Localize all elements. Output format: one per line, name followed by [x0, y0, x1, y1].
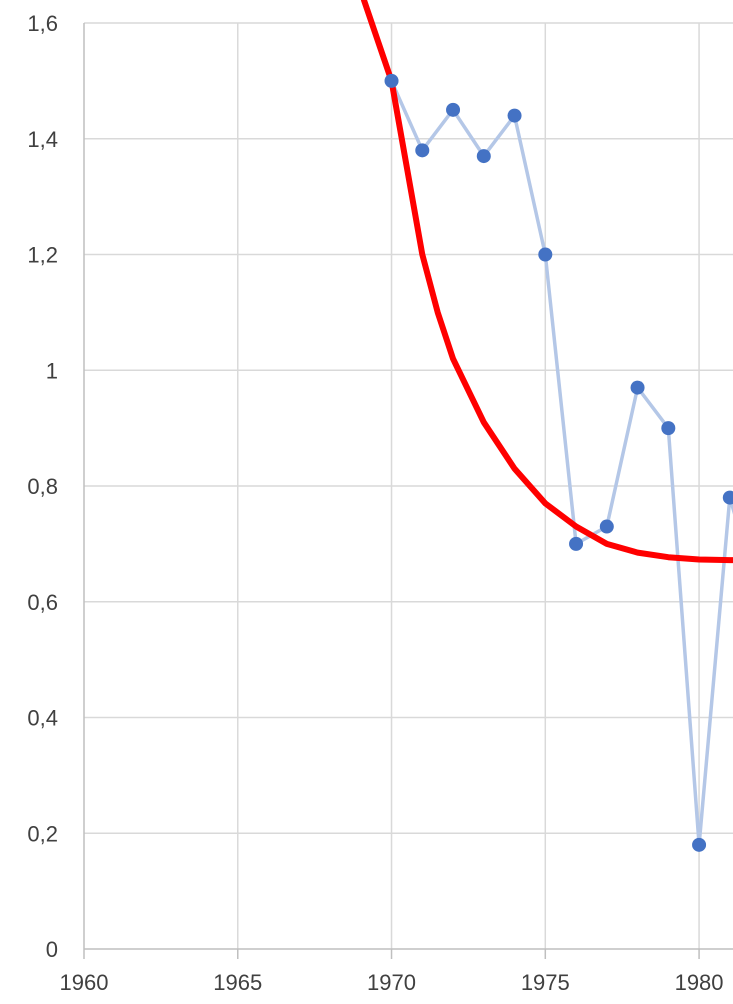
x-tick-label: 1965	[213, 970, 262, 995]
y-tick-labels: 0 0,2 0,4 0,6 0,8 1 1,2 1,4 1,6	[27, 11, 58, 962]
grid-lines	[84, 22, 733, 949]
data-point	[661, 421, 676, 436]
data-point	[538, 247, 553, 262]
x-tick-label: 1970	[367, 970, 416, 995]
data-point	[692, 837, 707, 852]
data-point	[599, 519, 614, 534]
data-point	[722, 490, 733, 505]
x-tick-label: 1960	[60, 970, 109, 995]
data-series-line	[389, 80, 733, 847]
y-tick-label: 1,6	[27, 11, 58, 36]
y-tick-label: 0,6	[27, 590, 58, 615]
data-point	[507, 108, 522, 123]
data-point	[415, 143, 430, 158]
data-point	[476, 149, 491, 164]
x-axis	[83, 23, 733, 959]
y-tick-label: 1,4	[27, 127, 58, 152]
x-tick-label: 1980	[675, 970, 724, 995]
data-point	[384, 73, 399, 88]
data-point	[446, 102, 461, 117]
y-tick-label: 0	[46, 937, 58, 962]
y-tick-label: 0,8	[27, 474, 58, 499]
trend-curve	[360, 0, 733, 564]
y-tick-label: 0,4	[27, 706, 58, 731]
data-point	[569, 536, 584, 551]
y-tick-label: 0,2	[27, 821, 58, 846]
data-point	[630, 380, 645, 395]
x-tick-label: 1975	[521, 970, 570, 995]
series-group	[360, 0, 733, 852]
y-tick-label: 1,2	[27, 243, 58, 268]
y-tick-label: 1	[46, 358, 58, 383]
x-tick-labels: 1960 1965 1970 1975 1980	[60, 970, 724, 995]
